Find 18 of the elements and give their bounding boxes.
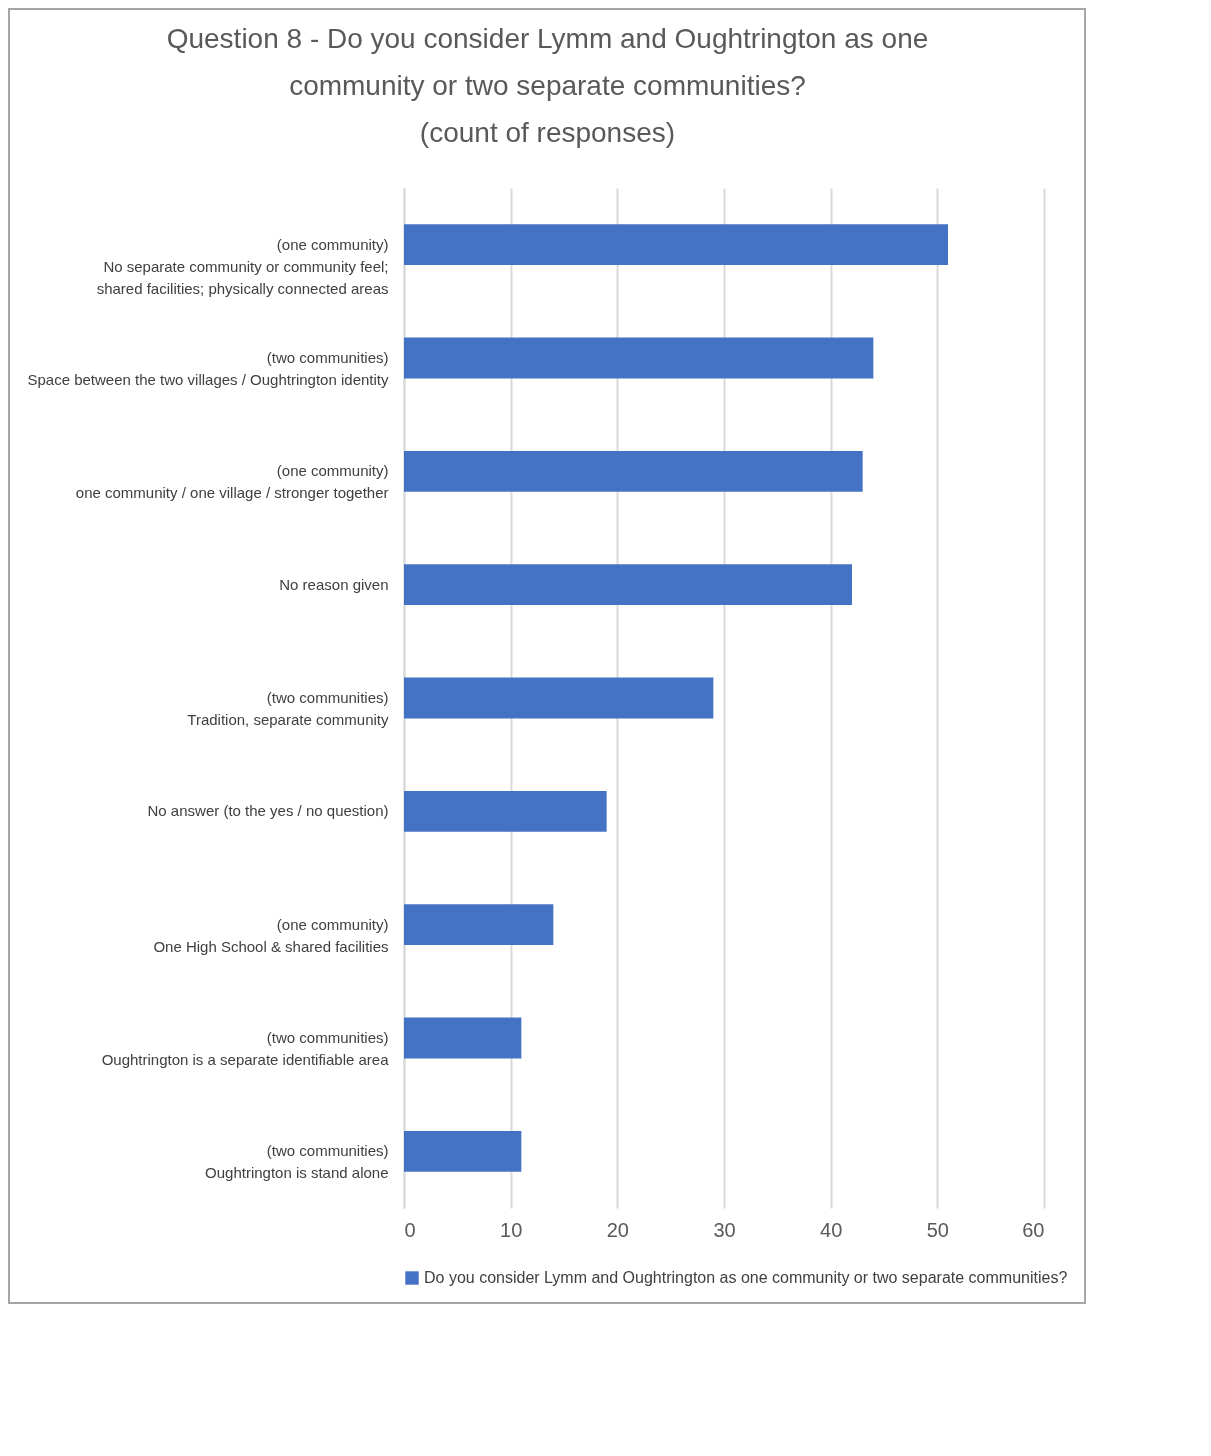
y-tick-label: (two communities) Tradition, separate community <box>187 689 389 728</box>
legend-label: Do you consider Lymm and Oughtrington as one community or two separate communities? <box>424 1269 1068 1286</box>
x-tick-label: 0 <box>404 1218 416 1241</box>
y-tick-label: (two communities) Oughtrington is stand alone <box>205 1142 389 1182</box>
x-tick-label: 10 <box>500 1218 523 1241</box>
x-tick-label: 30 <box>713 1218 736 1241</box>
y-tick-label: (one community) One High School & shared facilities <box>153 915 389 955</box>
x-tick-label: 60 <box>1022 1218 1045 1241</box>
y-tick-label: (one community) one community / one village / stronger together <box>75 462 389 502</box>
chart-title: Question 8 - Do you consider Lymm and Oughtrington as one community or two separate communities? (count of responses) <box>166 23 929 148</box>
x-tick-label: 40 <box>820 1218 843 1241</box>
y-tick-label: (two communities) Oughtrington is a separate identifiable area <box>101 1029 390 1068</box>
y-tick-label: No reason given <box>279 575 389 593</box>
y-tick-label: (two communities) Space between the two villages / Oughtrington identity <box>27 349 389 388</box>
x-tick-label: 50 <box>926 1218 949 1241</box>
y-tick-label: (one community) No separate community or community feel; shared facilities; physically connected areas <box>96 235 389 297</box>
x-tick-label: 20 <box>606 1218 629 1241</box>
y-tick-label: No answer (to the yes / no question) <box>147 802 389 820</box>
